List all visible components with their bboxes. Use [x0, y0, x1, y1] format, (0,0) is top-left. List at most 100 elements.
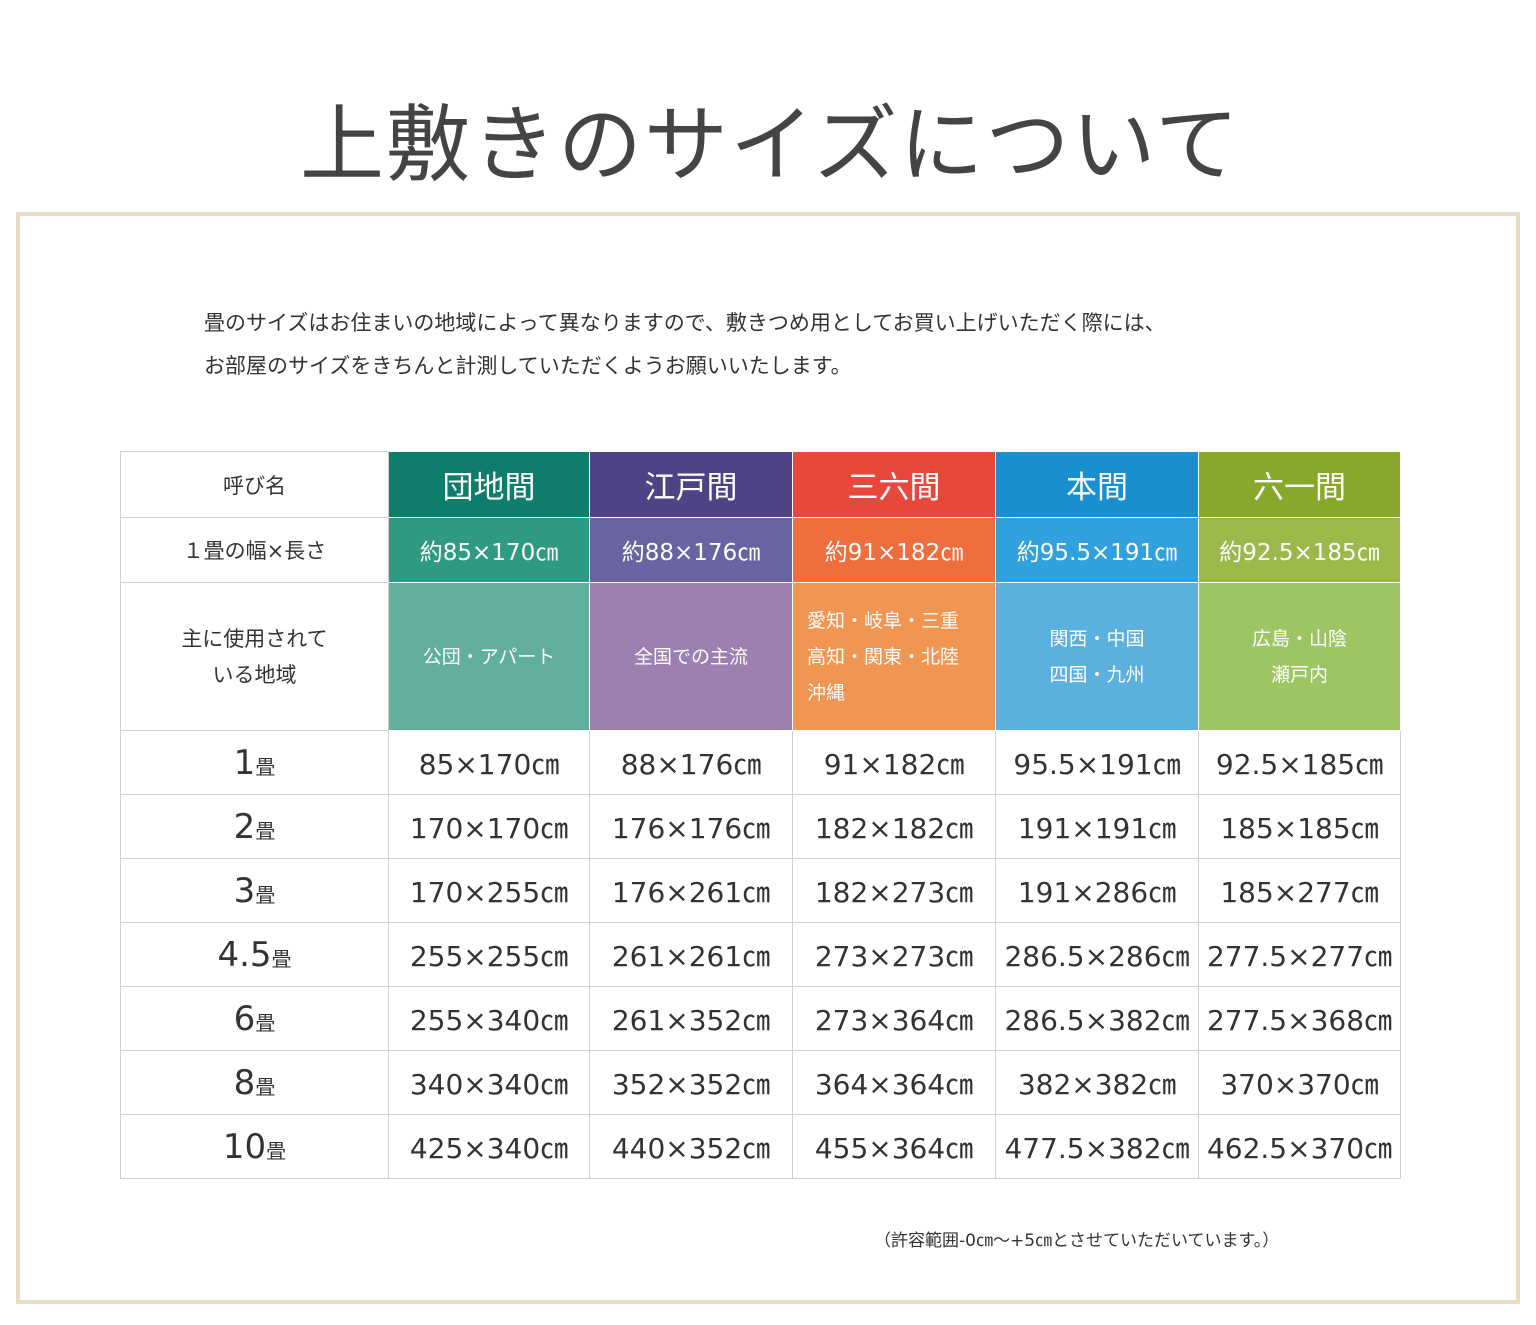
tatami-count: 8 [233, 1062, 256, 1103]
tatami-count: 1 [233, 742, 256, 783]
size-cell: 176×176㎝ [589, 794, 793, 859]
size-cell: 286.5×286㎝ [995, 922, 1199, 987]
row-label: 1畳 [120, 730, 389, 795]
size-cell: 85×170㎝ [388, 730, 590, 795]
intro-text: 畳のサイズはお住まいの地域によって異なりますので、敷きつめ用としてお買い上げいた… [204, 302, 1166, 388]
row-label: 8畳 [120, 1050, 389, 1115]
table-row: 2畳 170×170㎝ 176×176㎝ 182×182㎝ 191×191㎝ 185×18… [120, 794, 1401, 859]
size-cell: 462.5×370㎝ [1198, 1114, 1401, 1179]
tatami-unit: 畳 [255, 818, 276, 843]
region-line: 全国での主流 [633, 645, 748, 668]
tatami-unit: 畳 [255, 1010, 276, 1035]
table-row: 4.5畳 255×255㎝ 261×261㎝ 273×273㎝ 286.5×286㎝ 27… [120, 922, 1401, 987]
size-cell: 477.5×382㎝ [995, 1114, 1199, 1179]
table-row: 6畳 255×340㎝ 261×352㎝ 273×364㎝ 286.5×382㎝ 277.… [120, 986, 1401, 1051]
size-cell: 170×170㎝ [388, 794, 590, 859]
size-cell: 352×352㎝ [589, 1050, 793, 1115]
tolerance-note: （許容範囲-0㎝～+5㎝とさせていただいています。） [874, 1231, 1280, 1251]
size-cell: 277.5×368㎝ [1198, 986, 1401, 1051]
row-label: 2畳 [120, 794, 389, 859]
row-label: 6畳 [120, 986, 389, 1051]
size-cell: 191×286㎝ [995, 858, 1199, 923]
size-cell: 425×340㎝ [388, 1114, 590, 1179]
header-row: 呼び名 団地間 江戸間 三六間 本間 六一間 [120, 451, 1401, 518]
region-line: 高知・関東・北陸 [807, 645, 960, 668]
size-cell: 340×340㎝ [388, 1050, 590, 1115]
tatami-unit: 畳 [255, 882, 276, 907]
size-cell: 182×182㎝ [792, 794, 996, 859]
column-header: 六一間 [1198, 451, 1401, 518]
label-line: いる地域 [212, 662, 297, 687]
size-cell: 182×273㎝ [792, 858, 996, 923]
tatami-unit: 畳 [255, 1074, 276, 1099]
table-row: 1畳 85×170㎝ 88×176㎝ 91×182㎝ 95.5×191㎝ 92.5×185… [120, 730, 1401, 795]
size-cell: 95.5×191㎝ [995, 730, 1199, 795]
content-frame [16, 212, 1520, 1304]
column-header: 三六間 [792, 451, 996, 518]
region-line: 瀬戸内 [1270, 663, 1328, 686]
region-row: 主に使用されて いる地域 公団・アパート 全国での主流 愛知・岐阜・三重 高知・関東・北陸… [120, 582, 1401, 731]
size-cell: 261×261㎝ [589, 922, 793, 987]
column-region: 広島・山陰 瀬戸内 [1198, 582, 1401, 731]
size-cell: 273×273㎝ [792, 922, 996, 987]
table-row: 10畳 425×340㎝ 440×352㎝ 455×364㎝ 477.5×382㎝ 462… [120, 1114, 1401, 1179]
size-cell: 176×261㎝ [589, 858, 793, 923]
intro-line: お部屋のサイズをきちんと計測していただくようお願いいたします。 [204, 354, 852, 378]
label-name: 呼び名 [120, 451, 389, 518]
size-cell: 191×191㎝ [995, 794, 1199, 859]
size-cell: 286.5×382㎝ [995, 986, 1199, 1051]
size-cell: 455×364㎝ [792, 1114, 996, 1179]
size-cell: 364×364㎝ [792, 1050, 996, 1115]
region-line: 広島・山陰 [1251, 627, 1347, 650]
label-size: １畳の幅×長さ [120, 517, 389, 583]
column-header: 本間 [995, 451, 1199, 518]
column-size: 約85×170㎝ [388, 517, 590, 583]
column-header: 江戸間 [589, 451, 793, 518]
column-region: 全国での主流 [589, 582, 793, 731]
size-cell: 440×352㎝ [589, 1114, 793, 1179]
size-cell: 91×182㎝ [792, 730, 996, 795]
tatami-count: 3 [233, 870, 256, 911]
size-cell: 88×176㎝ [589, 730, 793, 795]
column-region: 愛知・岐阜・三重 高知・関東・北陸 沖縄 [792, 582, 996, 731]
label-line: 主に使用されて [181, 626, 328, 651]
column-size: 約92.5×185㎝ [1198, 517, 1401, 583]
row-label: 3畳 [120, 858, 389, 923]
region-line: 沖縄 [807, 681, 846, 704]
tatami-count: 4.5 [217, 934, 272, 975]
size-cell: 170×255㎝ [388, 858, 590, 923]
intro-line: 畳のサイズはお住まいの地域によって異なりますので、敷きつめ用としてお買い上げいた… [204, 311, 1166, 335]
tatami-unit: 畳 [271, 946, 292, 971]
column-size: 約88×176㎝ [589, 517, 793, 583]
size-cell: 185×185㎝ [1198, 794, 1401, 859]
size-cell: 273×364㎝ [792, 986, 996, 1051]
size-table: 呼び名 団地間 江戸間 三六間 本間 六一間 １畳の幅×長さ 約85×170㎝ 約88×176㎝… [120, 451, 1401, 1179]
size-cell: 370×370㎝ [1198, 1050, 1401, 1115]
column-region: 関西・中国 四国・九州 [995, 582, 1199, 731]
tatami-count: 6 [233, 998, 256, 1039]
region-line: 愛知・岐阜・三重 [807, 609, 960, 632]
table-row: 3畳 170×255㎝ 176×261㎝ 182×273㎝ 191×286㎝ 185×27… [120, 858, 1401, 923]
size-cell: 255×255㎝ [388, 922, 590, 987]
size-cell: 382×382㎝ [995, 1050, 1199, 1115]
row-label: 10畳 [120, 1114, 389, 1179]
row-label: 4.5畳 [120, 922, 389, 987]
region-line: 四国・九州 [1049, 663, 1145, 686]
size-cell: 255×340㎝ [388, 986, 590, 1051]
column-header: 団地間 [388, 451, 590, 518]
table-row: 8畳 340×340㎝ 352×352㎝ 364×364㎝ 382×382㎝ 370×37… [120, 1050, 1401, 1115]
tatami-count: 10 [222, 1126, 267, 1167]
column-size: 約91×182㎝ [792, 517, 996, 583]
column-region: 公団・アパート [388, 582, 590, 731]
size-row: １畳の幅×長さ 約85×170㎝ 約88×176㎝ 約91×182㎝ 約95.5×191… [120, 517, 1401, 583]
size-cell: 277.5×277㎝ [1198, 922, 1401, 987]
tatami-count: 2 [233, 806, 256, 847]
column-size: 約95.5×191㎝ [995, 517, 1199, 583]
size-cell: 92.5×185㎝ [1198, 730, 1401, 795]
region-line: 公団・アパート [422, 645, 556, 668]
size-cell: 261×352㎝ [589, 986, 793, 1051]
page-title: 上敷きのサイズについて [300, 96, 1241, 194]
label-region: 主に使用されて いる地域 [120, 582, 389, 731]
size-cell: 185×277㎝ [1198, 858, 1401, 923]
tatami-unit: 畳 [266, 1138, 287, 1163]
